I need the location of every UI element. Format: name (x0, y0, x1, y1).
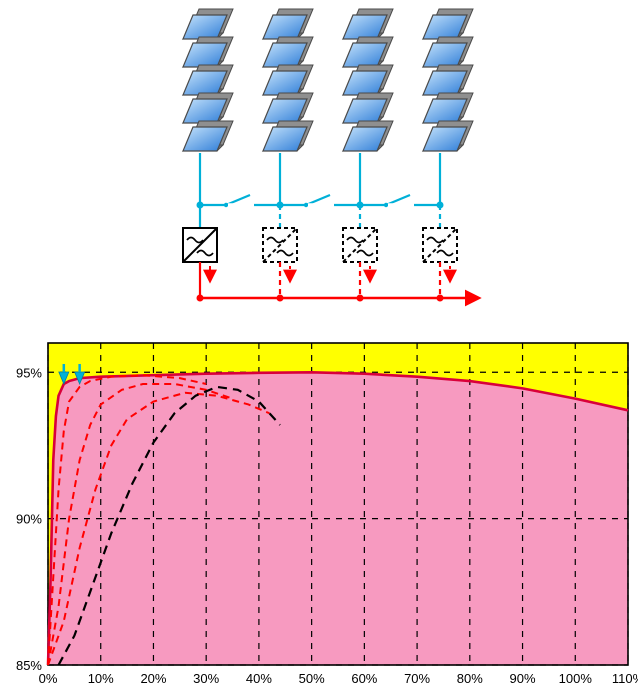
inverter (343, 228, 377, 262)
inverter (263, 228, 297, 262)
x-tick-label: 60% (351, 671, 377, 686)
efficiency-chart: 0% 10% 20% 30% 40% 50% 60% 70% 80% 90% 100% 110% 85%… (0, 335, 638, 697)
pv-string (183, 9, 233, 151)
pv-string (263, 9, 313, 151)
pv-string (343, 9, 393, 151)
pv-schematic (0, 0, 638, 335)
y-tick-label: 95% (16, 365, 42, 380)
x-tick-label: 0% (39, 671, 58, 686)
inverter (183, 228, 217, 262)
y-tick-label: 85% (16, 658, 42, 673)
pv-string (423, 9, 473, 151)
x-tick-label: 50% (299, 671, 325, 686)
x-tick-label: 80% (457, 671, 483, 686)
y-tick-label: 90% (16, 512, 42, 527)
x-tick-label: 40% (246, 671, 272, 686)
x-tick-label: 20% (140, 671, 166, 686)
x-tick-label: 10% (88, 671, 114, 686)
x-tick-label: 90% (510, 671, 536, 686)
x-tick-label: 100% (559, 671, 593, 686)
x-tick-label: 70% (404, 671, 430, 686)
x-tick-label: 30% (193, 671, 219, 686)
inverter (423, 228, 457, 262)
x-tick-label: 110% (612, 671, 638, 686)
